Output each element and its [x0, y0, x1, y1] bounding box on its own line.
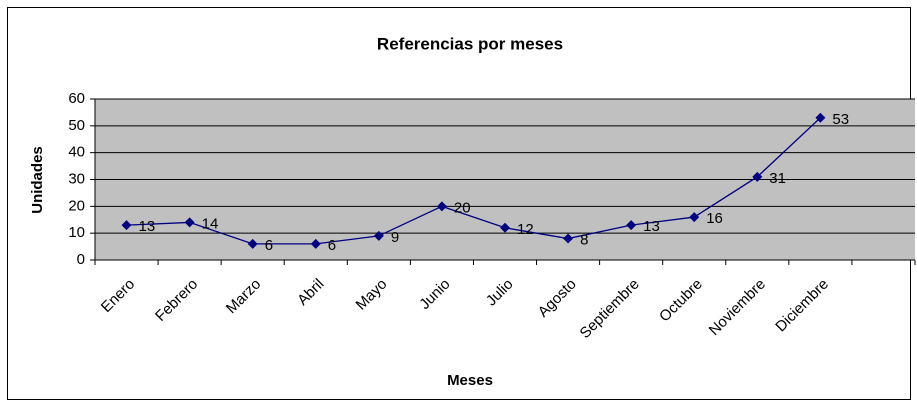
marker — [500, 222, 510, 233]
data-label: 53 — [832, 111, 849, 128]
data-label: 9 — [391, 229, 399, 246]
marker — [310, 238, 321, 249]
y-tick-label: 60 — [68, 90, 85, 107]
data-label: 6 — [265, 237, 273, 254]
data-label: 31 — [769, 170, 786, 187]
data-label: 13 — [139, 218, 156, 235]
marker — [626, 220, 637, 231]
x-axis-label: Meses — [447, 372, 493, 389]
data-label: 6 — [328, 237, 336, 254]
marker — [121, 220, 132, 231]
data-label: 20 — [454, 199, 471, 216]
marker — [689, 212, 700, 223]
data-label: 13 — [643, 218, 660, 235]
chart-title: Referencias por meses — [377, 34, 563, 53]
data-label: 14 — [202, 215, 219, 232]
data-label: 8 — [580, 232, 588, 249]
y-tick-label: 40 — [68, 144, 85, 161]
y-tick-label: 0 — [77, 251, 85, 268]
marker — [373, 230, 384, 241]
data-label: 16 — [706, 210, 723, 227]
marker — [563, 233, 574, 244]
data-label: 12 — [517, 221, 534, 238]
marker — [184, 217, 195, 228]
y-tick-label: 10 — [68, 224, 85, 241]
y-tick-label: 30 — [68, 170, 85, 187]
marker — [815, 112, 826, 123]
marker — [752, 171, 763, 182]
y-tick-label: 20 — [68, 197, 85, 214]
marker — [247, 238, 258, 249]
y-axis-label: Unidades — [29, 146, 46, 214]
y-tick-label: 50 — [68, 117, 85, 134]
marker — [436, 201, 447, 212]
series-line — [126, 117, 821, 245]
